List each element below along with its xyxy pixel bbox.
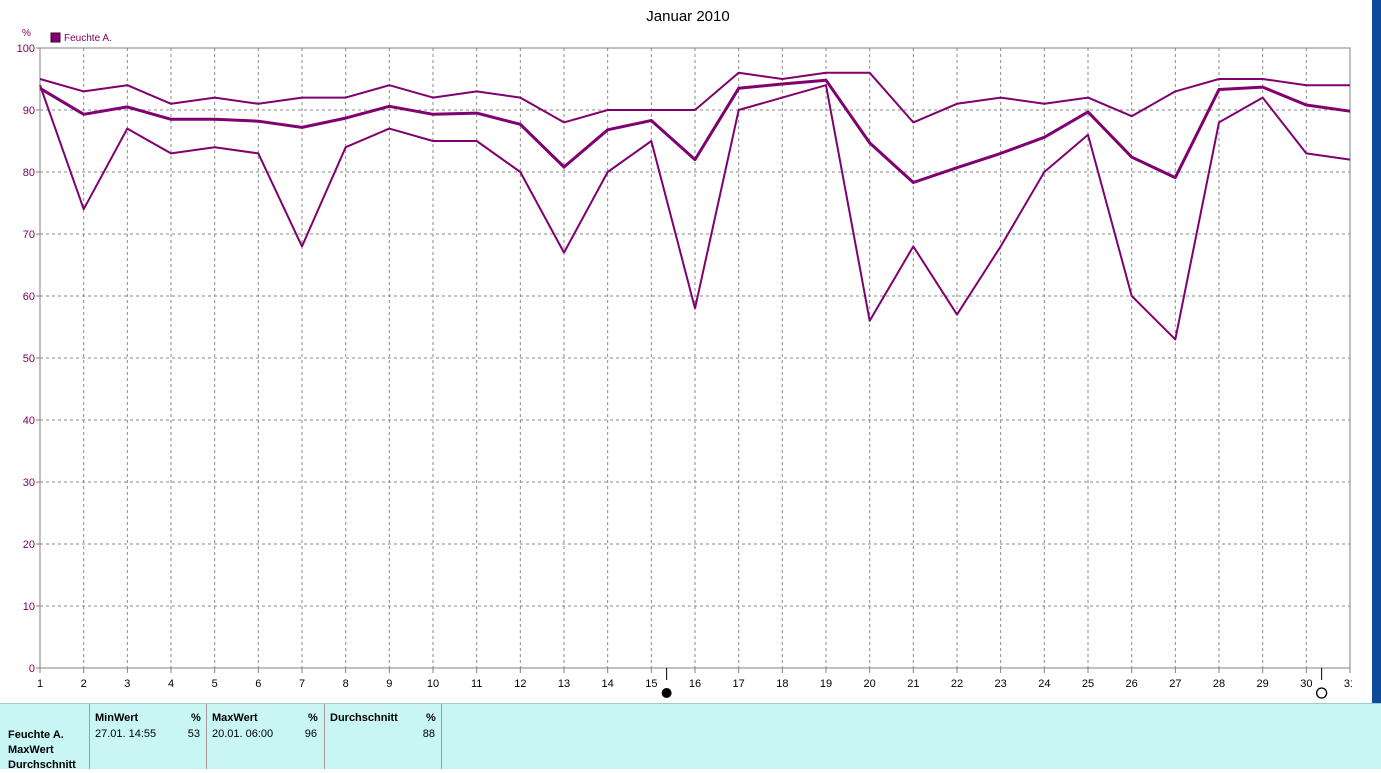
x-tick-label: 28 bbox=[1213, 678, 1225, 690]
x-tick-label: 9 bbox=[386, 678, 392, 690]
stats-col-header: MaxWert bbox=[212, 712, 258, 724]
x-tick-label: 1 bbox=[37, 678, 43, 690]
x-tick-label: 5 bbox=[212, 678, 218, 690]
y-axis-ticks: 0 10 20 30 40 50 60 70 80 90 100 bbox=[17, 43, 40, 675]
legend-swatch bbox=[50, 32, 61, 43]
x-tick-label: 19 bbox=[820, 678, 832, 690]
y-tick-label: 20 bbox=[23, 539, 35, 551]
x-tick-label: 25 bbox=[1082, 678, 1094, 690]
new-moon-icon bbox=[1315, 687, 1328, 699]
x-tick-label: 6 bbox=[255, 678, 261, 690]
x-tick-label: 24 bbox=[1038, 678, 1050, 690]
y-tick-label: 80 bbox=[23, 167, 35, 179]
y-unit-label: % bbox=[22, 28, 31, 39]
y-tick-label: 70 bbox=[23, 229, 35, 241]
stats-col-min: MinWert % 27.01. 14:55 53 bbox=[89, 704, 206, 769]
moon-markers bbox=[661, 668, 1328, 699]
stats-col-max: MaxWert % 20.01. 06:00 96 bbox=[206, 704, 324, 769]
x-tick-label: 14 bbox=[602, 678, 614, 690]
window-edge bbox=[1352, 0, 1381, 703]
stats-col-header: MinWert bbox=[95, 712, 139, 724]
y-tick-label: 50 bbox=[23, 353, 35, 365]
x-tick-label: 18 bbox=[776, 678, 788, 690]
stats-row-label: MaxWert bbox=[8, 744, 54, 756]
x-tick-label: 13 bbox=[558, 678, 570, 690]
x-tick-label: 23 bbox=[995, 678, 1007, 690]
stats-max-value: 96 bbox=[304, 728, 317, 740]
stats-min-date: 27.01. 14:55 bbox=[95, 728, 157, 740]
stats-min-value: 53 bbox=[187, 728, 200, 740]
x-tick-label: 30 bbox=[1300, 678, 1312, 690]
x-tick-label: 27 bbox=[1169, 678, 1181, 690]
stats-col-unit: % bbox=[426, 712, 436, 724]
y-tick-label: 60 bbox=[23, 291, 35, 303]
series-line-min bbox=[39, 84, 1351, 341]
y-tick-label: 10 bbox=[23, 601, 35, 613]
series-line-avg bbox=[39, 78, 1351, 184]
stats-row-label: Feuchte A. bbox=[8, 729, 64, 741]
stats-panel: Feuchte A. MaxWert Durchschnitt MinWert … bbox=[0, 703, 1381, 771]
stats-max-date: 20.01. 06:00 bbox=[212, 728, 274, 740]
x-tick-label: 2 bbox=[81, 678, 87, 690]
x-tick-label: 29 bbox=[1257, 678, 1269, 690]
stats-col-unit: % bbox=[308, 712, 318, 724]
grid bbox=[40, 48, 1350, 668]
x-tick-label: 16 bbox=[689, 678, 701, 690]
x-tick-label: 20 bbox=[864, 678, 876, 690]
x-tick-label: 10 bbox=[427, 678, 439, 690]
x-tick-label: 12 bbox=[514, 678, 526, 690]
x-tick-label: 11 bbox=[471, 678, 482, 690]
x-axis-ticks: 1 2 3 4 5 6 7 8 9 10 11 12 13 14 15 16 17 18 19 20 21 22 23 24 2… bbox=[37, 668, 1356, 690]
stats-col-header: Durchschnitt bbox=[330, 712, 398, 724]
x-tick-label: 7 bbox=[299, 678, 305, 690]
plot-frame bbox=[39, 47, 1351, 669]
series-line-max bbox=[39, 71, 1350, 124]
x-tick-label: 17 bbox=[733, 678, 745, 690]
stats-col-avg: Durchschnitt % 88 bbox=[324, 704, 442, 769]
humidity-chart: Januar 2010 % Feuchte A. 010203040506070… bbox=[17, 8, 1356, 699]
chart-title: Januar 2010 bbox=[646, 8, 729, 25]
x-tick-label: 26 bbox=[1126, 678, 1138, 690]
legend-label: Feuchte A. bbox=[64, 33, 112, 44]
y-tick-label: 90 bbox=[23, 105, 35, 117]
y-tick-label: 30 bbox=[23, 477, 35, 489]
stats-avg-value: 88 bbox=[422, 728, 435, 740]
y-tick-label: 40 bbox=[23, 415, 35, 427]
x-tick-label: 3 bbox=[124, 678, 130, 690]
stats-row-labels: Feuchte A. MaxWert Durchschnitt bbox=[8, 728, 76, 773]
series-group bbox=[39, 71, 1351, 341]
stats-row-label: Durchschnitt bbox=[8, 759, 76, 771]
x-tick-label: 21 bbox=[907, 678, 919, 690]
stats-col-unit: % bbox=[191, 712, 201, 724]
full-moon-icon bbox=[661, 688, 672, 698]
x-tick-label: 8 bbox=[343, 678, 349, 690]
y-tick-label: 100 bbox=[17, 43, 35, 55]
x-tick-label: 4 bbox=[168, 678, 174, 690]
x-tick-label: 22 bbox=[951, 678, 963, 690]
x-tick-label: 15 bbox=[645, 678, 657, 690]
y-tick-label: 0 bbox=[29, 663, 35, 675]
